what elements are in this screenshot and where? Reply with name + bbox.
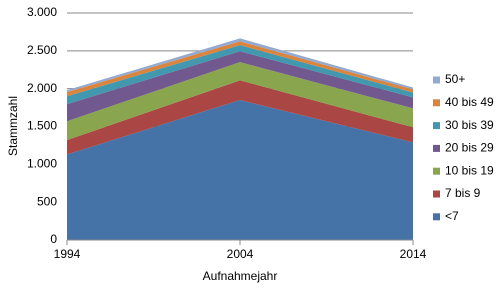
legend-label: 20 bis 29 bbox=[445, 141, 494, 155]
area bbox=[67, 80, 413, 155]
y-tick-label: 1.000 bbox=[27, 157, 57, 171]
x-tick-label: 2004 bbox=[227, 247, 254, 261]
y-axis-label: Stammzahl bbox=[6, 96, 20, 156]
legend-label: 30 bis 39 bbox=[445, 118, 494, 132]
legend-swatch bbox=[433, 122, 440, 130]
y-tick-label: 3.000 bbox=[27, 5, 57, 19]
legend-swatch bbox=[433, 167, 440, 175]
legend-label: 40 bis 49 bbox=[445, 95, 494, 109]
y-tick-label: 0 bbox=[50, 232, 57, 246]
area bbox=[67, 100, 413, 241]
legend-label: <7 bbox=[445, 209, 459, 223]
area bbox=[67, 51, 413, 122]
legend-label: 10 bis 19 bbox=[445, 163, 494, 177]
x-axis-label: Aufnahmejahr bbox=[203, 269, 278, 283]
legend-label: 50+ bbox=[445, 72, 465, 86]
legend-swatch bbox=[433, 76, 440, 84]
legend-swatch bbox=[433, 144, 440, 152]
y-tick-label: 2.000 bbox=[27, 81, 57, 95]
x-tick-label: 1994 bbox=[54, 247, 81, 261]
x-tick-label: 2014 bbox=[400, 247, 427, 261]
y-tick-label: 2.500 bbox=[27, 43, 57, 57]
y-tick-label: 500 bbox=[37, 194, 57, 208]
legend-swatch bbox=[433, 213, 440, 221]
area bbox=[67, 45, 413, 105]
area bbox=[67, 62, 413, 141]
y-tick-label: 1.500 bbox=[27, 119, 57, 133]
legend-swatch bbox=[433, 190, 440, 198]
legend-label: 7 bis 9 bbox=[445, 186, 481, 200]
legend-swatch bbox=[433, 99, 440, 107]
